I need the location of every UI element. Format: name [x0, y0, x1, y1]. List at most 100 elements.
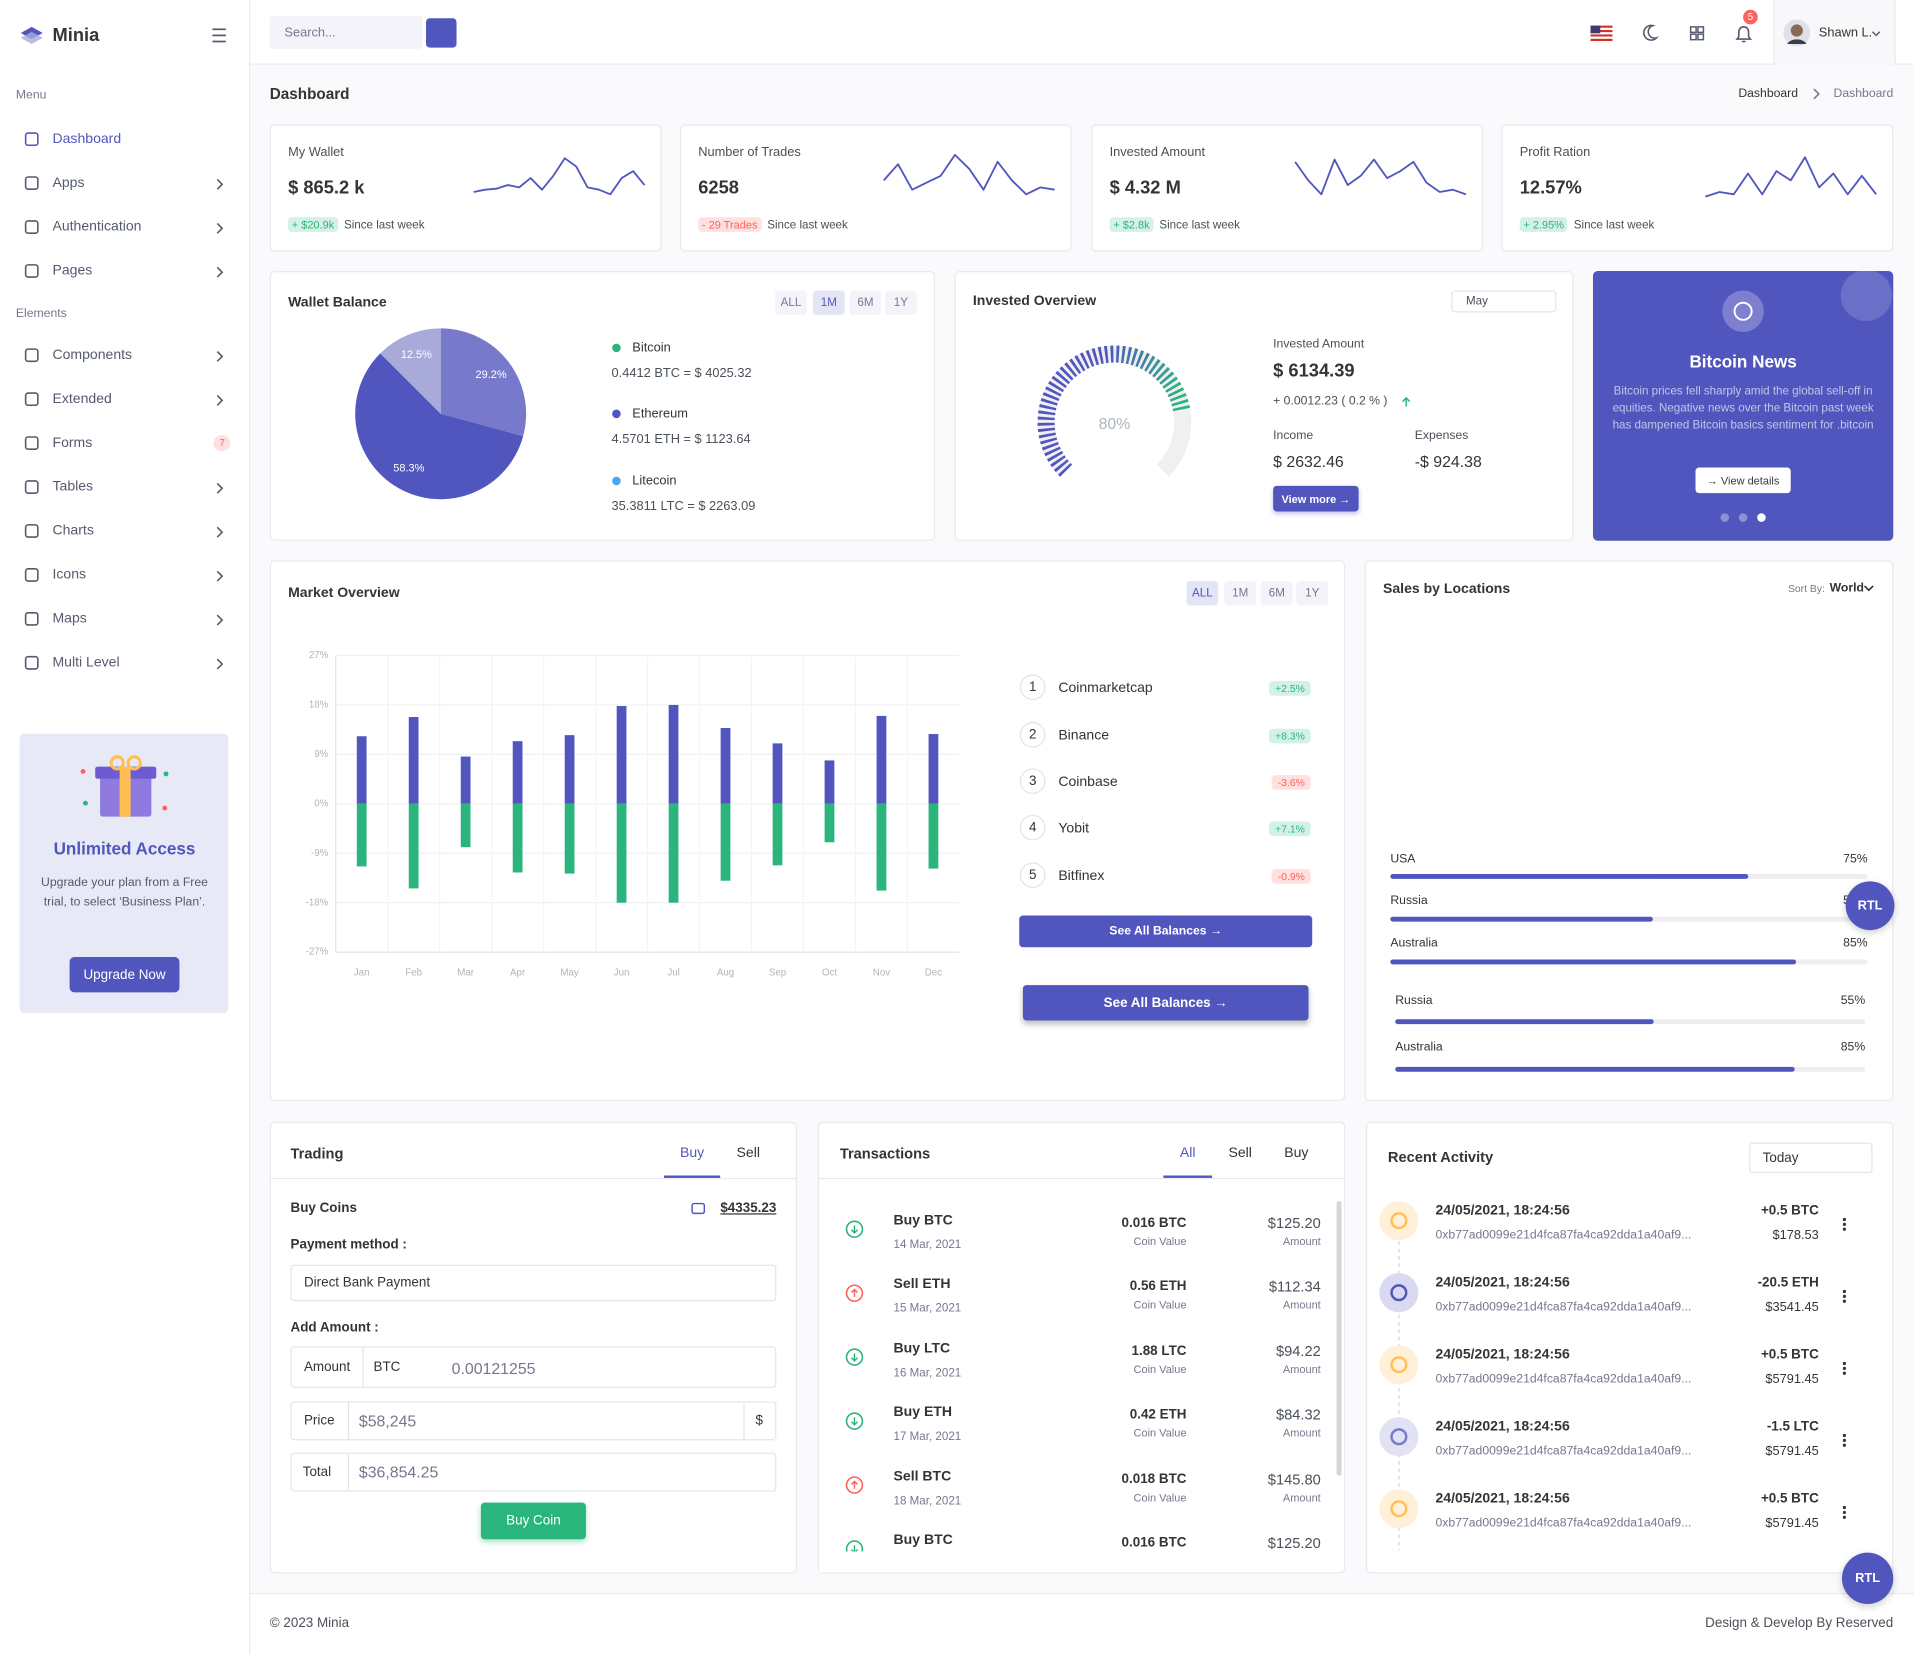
menu-item[interactable]: Icons [52, 567, 87, 583]
period-value[interactable]: May [1466, 294, 1488, 309]
view-more-button[interactable] [1273, 485, 1359, 512]
stat-change: + $20.9k [288, 217, 338, 232]
payment-select[interactable] [290, 1264, 777, 1302]
view-more-label[interactable]: View more → [1281, 492, 1351, 505]
filter-label[interactable]: 1Y [1305, 586, 1320, 600]
search-box[interactable] [269, 15, 423, 49]
coin-name: Coinbase [1058, 775, 1118, 790]
activity-date: 24/05/2021, 18:24:56 [1435, 1275, 1570, 1291]
location-value: 75% [1843, 852, 1868, 867]
filter-label[interactable]: ALL [780, 296, 802, 310]
tab[interactable]: Sell [1228, 1146, 1252, 1161]
period-select[interactable] [1451, 290, 1557, 313]
menu-item[interactable]: Components [52, 347, 133, 363]
menu-item[interactable]: Maps [52, 611, 87, 627]
currency-select[interactable]: BTC [373, 1359, 401, 1375]
filter-label[interactable]: ALL [1192, 586, 1213, 600]
stat-footer: + $20.9k Since last week [288, 216, 557, 233]
search-button[interactable] [426, 18, 457, 48]
menu-item[interactable]: Charts [52, 523, 94, 539]
filter-button[interactable] [1186, 581, 1219, 606]
invested-change: + 0.0012.23 ( 0.2 % ) [1273, 394, 1388, 409]
filter-button[interactable] [849, 290, 882, 315]
filter-label[interactable]: 6M [1268, 586, 1285, 600]
filter-label[interactable]: 1M [820, 296, 837, 310]
buy-button[interactable] [480, 1502, 586, 1540]
payment-value[interactable]: Direct Bank Payment [303, 1275, 431, 1291]
period-select[interactable] [1749, 1142, 1873, 1174]
filter-button[interactable] [1296, 581, 1329, 606]
activity-hash: 0xb77ad0099e21d4fca87fa4ca92dda1a40af9..… [1435, 1300, 1692, 1315]
filter-label[interactable]: 6M [857, 296, 874, 310]
filter-button[interactable] [775, 290, 807, 315]
transaction-name: Buy BTC [893, 1213, 953, 1228]
rtl-button[interactable] [1845, 881, 1895, 931]
filter-label[interactable]: 1Y [893, 296, 908, 310]
tab[interactable]: Buy [1284, 1146, 1309, 1161]
coin-name: Yobit [1058, 821, 1090, 837]
stat-value: $ 4.32 M [1109, 177, 1181, 199]
activity-hash: 0xb77ad0099e21d4fca87fa4ca92dda1a40af9..… [1435, 1372, 1692, 1387]
menu-item[interactable]: Apps [52, 175, 85, 191]
transaction-amount-label: Amount [1282, 1363, 1321, 1376]
breadcrumb-item[interactable]: Dashboard [1738, 87, 1799, 101]
stat-footer: + $2.8k Since last week [1109, 216, 1379, 233]
amount-group[interactable] [290, 1346, 777, 1388]
menu-item[interactable]: Pages [52, 263, 93, 279]
balances-button-label[interactable]: See All Balances → [1103, 995, 1228, 1011]
balances-button-label[interactable]: See All Balances → [1109, 924, 1223, 939]
menu-item[interactable]: Tables [52, 479, 94, 495]
stat-note: Since last week [1159, 217, 1240, 232]
promo-button-label[interactable]: Upgrade Now [83, 967, 166, 983]
legend-amount: 0.4412 BTC = $ 4025.32 [611, 366, 752, 381]
news-button-label[interactable]: → View details [1706, 474, 1780, 488]
filter-button[interactable] [812, 290, 845, 315]
activity-value: $3541.45 [1765, 1300, 1819, 1315]
balances-button[interactable] [1019, 915, 1313, 948]
rtl-label[interactable]: RTL [1855, 1570, 1881, 1586]
activity-value: $5791.45 [1765, 1444, 1819, 1459]
menu-item[interactable]: Dashboard [52, 131, 122, 147]
elements-title: Elements [15, 306, 67, 321]
buy-button-label[interactable]: Buy Coin [506, 1513, 561, 1529]
brand: Minia [52, 25, 100, 46]
balance[interactable]: $4335.23 [720, 1201, 777, 1216]
filter-button[interactable] [1224, 581, 1257, 606]
menu-item[interactable]: Forms [52, 435, 93, 451]
sort-value[interactable]: World [1829, 581, 1864, 596]
total-group[interactable] [290, 1452, 777, 1492]
menu-item[interactable]: Extended [52, 391, 112, 407]
activity-date: 24/05/2021, 18:24:56 [1435, 1347, 1570, 1363]
transaction-amount: $145.80 [1267, 1470, 1321, 1488]
amount-input[interactable]: 0.00121255 [451, 1359, 536, 1378]
menu-item[interactable]: Multi Level [52, 655, 120, 671]
balances-button[interactable] [1022, 985, 1309, 1021]
rtl-button[interactable] [1841, 1552, 1894, 1604]
stat-change: + 2.95% [1519, 217, 1568, 232]
price-group[interactable] [290, 1401, 777, 1441]
invested-label: Invested Amount [1273, 337, 1365, 351]
legend-name: Bitcoin [632, 340, 671, 356]
tab[interactable]: Sell [736, 1146, 760, 1161]
news-button[interactable] [1695, 467, 1791, 494]
legend-amount: 4.5701 ETH = $ 1123.64 [611, 432, 751, 447]
user-name[interactable]: Shawn L. [1818, 25, 1873, 41]
menu-title: Menu [15, 88, 47, 102]
price-input[interactable]: $58,245 [358, 1411, 417, 1431]
transaction-name: Sell BTC [893, 1469, 952, 1484]
total-input[interactable]: $36,854.25 [358, 1462, 439, 1482]
filter-label[interactable]: 1M [1232, 586, 1249, 600]
transaction-amount: $84.32 [1275, 1406, 1321, 1424]
rtl-label[interactable]: RTL [1857, 898, 1883, 914]
menu-item[interactable]: Authentication [52, 219, 142, 235]
period-value[interactable]: Today [1762, 1150, 1799, 1166]
promo-button[interactable] [69, 956, 180, 993]
tab[interactable]: Buy [680, 1146, 705, 1161]
coin-rank: 2 [1028, 727, 1037, 743]
input-divider [743, 1402, 745, 1440]
filter-button[interactable] [884, 290, 917, 315]
legend-amount: 35.3811 LTC = $ 2263.09 [611, 499, 756, 514]
input-label: Price [303, 1413, 335, 1429]
tab[interactable]: All [1179, 1146, 1196, 1161]
filter-button[interactable] [1260, 581, 1293, 606]
